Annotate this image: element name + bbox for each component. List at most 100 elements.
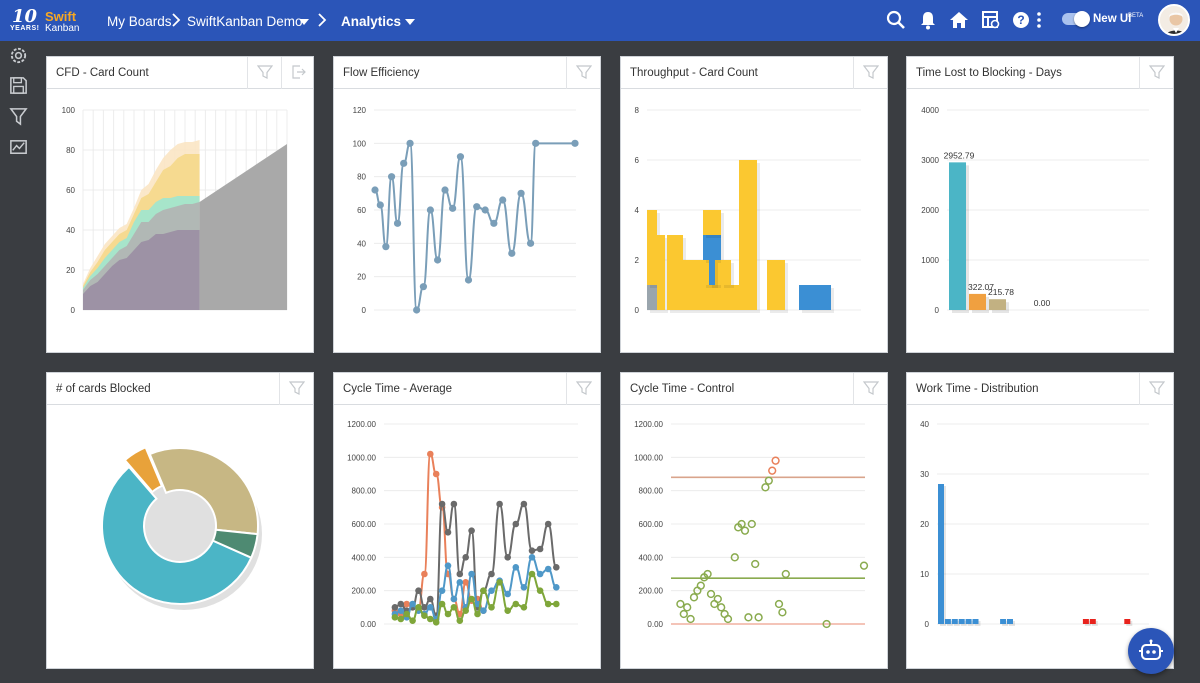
work-time-distribution-panel: Work Time - Distribution 0 10 20 30 40 (906, 372, 1174, 669)
view-dropdown-caret-icon[interactable] (405, 19, 415, 25)
donut-slice (148, 447, 259, 536)
cycle-average-point (438, 587, 446, 594)
panel-filter-button[interactable] (247, 57, 281, 89)
search-icon[interactable] (885, 9, 907, 31)
control-chart-point (696, 581, 705, 590)
cycle-average-point (462, 579, 469, 586)
cycle-average-point (397, 600, 405, 608)
flow-efficiency-chart[interactable]: 0 20 40 60 80 100 120 (334, 90, 600, 352)
breadcrumb-my-boards[interactable]: My Boards (107, 14, 172, 29)
cycle-average-point (468, 570, 475, 578)
donut-slice (101, 465, 253, 605)
cfd-panel: CFD - Card Count 0 20 40 60 80 100 (46, 56, 314, 353)
control-chart-point (703, 569, 712, 579)
y-tick-label: 1000.00 (347, 453, 376, 462)
cycle-average-point (444, 529, 452, 536)
logo-brand-top: Swift (45, 9, 77, 24)
flow-efficiency-point (499, 196, 507, 204)
panel-filter-button[interactable] (1139, 373, 1173, 405)
control-chart-point (761, 483, 770, 492)
control-chart-point (717, 603, 726, 612)
panel-filter-button[interactable] (566, 373, 600, 405)
y-tick-label: 0 (925, 620, 930, 629)
more-vert-icon[interactable] (1034, 9, 1044, 31)
beta-badge: BETA (1128, 13, 1144, 19)
throughput-panel: Throughput - Card Count 0 2 4 6 8 (620, 56, 888, 353)
export-icon (292, 65, 306, 79)
panel-header: # of cards Blocked (47, 373, 313, 405)
blocking-bar-value-label: 0.00 (1034, 298, 1051, 308)
chatbot-button[interactable] (1128, 628, 1174, 674)
cycle-average-point (468, 595, 475, 603)
panel-title: # of cards Blocked (56, 383, 151, 395)
panel-filter-button[interactable] (1139, 57, 1173, 89)
throughput-bar (703, 285, 721, 310)
cycle-average-point (504, 554, 511, 561)
work-time-distribution-chart[interactable]: 0 10 20 30 40 (907, 406, 1173, 668)
work-time-bar (958, 619, 965, 624)
new-ui-toggle[interactable] (1062, 11, 1090, 27)
cycle-average-point (536, 570, 544, 578)
panel-filter-button[interactable] (566, 57, 600, 89)
panel-export-button[interactable] (281, 57, 315, 89)
cycle-average-point (397, 615, 405, 623)
board-dropdown-caret-icon[interactable] (299, 19, 309, 25)
y-tick-label: 1200.00 (634, 420, 663, 429)
work-time-bar (951, 619, 958, 624)
flow-efficiency-point (413, 306, 421, 314)
cycle-average-point (427, 615, 434, 623)
panel-filter-button[interactable] (853, 373, 887, 405)
control-chart-point (723, 614, 733, 624)
y-tick-label: 600.00 (639, 520, 664, 529)
cycle-average-point (504, 607, 511, 614)
y-tick-label: 30 (920, 470, 929, 479)
throughput-bar (703, 235, 721, 260)
cfd-chart[interactable]: 0 20 40 60 80 100 (47, 90, 313, 352)
toggle-knob (1074, 11, 1090, 27)
avatar-image (1160, 6, 1188, 34)
cycle-average-point (544, 565, 552, 573)
save-icon[interactable] (8, 75, 29, 96)
user-avatar[interactable] (1158, 4, 1190, 36)
control-chart-point (744, 613, 753, 622)
flow-efficiency-point (419, 283, 428, 291)
cycle-average-point (450, 604, 458, 611)
y-tick-label: 120 (353, 106, 367, 115)
home-icon[interactable] (948, 9, 970, 31)
y-tick-label: 800.00 (352, 487, 377, 496)
cycle-average-point (512, 564, 520, 571)
cycle-average-point (536, 587, 544, 594)
filter-icon (257, 65, 273, 79)
swiftkanban-logo[interactable]: 10 YEARS! Swift Kanban (10, 6, 80, 36)
control-chart-point (683, 603, 692, 612)
panel-filter-button[interactable] (279, 373, 313, 405)
cycle-time-control-chart[interactable]: 0.00 200.00 400.00 600.00 800.00 1000.00 1200.… (621, 406, 887, 668)
panel-filter-button[interactable] (853, 57, 887, 89)
notifications-icon[interactable] (917, 9, 939, 31)
y-tick-label: 40 (920, 420, 929, 429)
throughput-chart[interactable]: 0 2 4 6 8 (621, 90, 887, 352)
cycle-average-point (544, 520, 552, 528)
y-tick-label: 3000 (921, 156, 939, 165)
y-tick-label: 800.00 (639, 487, 664, 496)
cycle-average-point (397, 607, 405, 614)
chart-icon[interactable] (8, 137, 29, 158)
cards-blocked-chart[interactable] (47, 406, 313, 668)
breadcrumb-board[interactable]: SwiftKanban Demo (187, 14, 303, 29)
board-settings-icon[interactable] (980, 9, 1002, 31)
cycle-average-point (444, 562, 452, 569)
control-chart-point (706, 589, 716, 599)
cycle-average-point (427, 595, 434, 603)
cycle-average-point (432, 619, 440, 626)
help-icon[interactable]: ? (1010, 9, 1032, 31)
y-tick-label: 1000 (921, 256, 939, 265)
control-chart-point (730, 553, 739, 562)
settings-gear-icon[interactable] (8, 45, 29, 66)
y-tick-label: 0 (71, 306, 76, 315)
panel-title: Flow Efficiency (343, 67, 420, 79)
cycle-time-average-chart[interactable]: 0.00 200.00 400.00 600.00 800.00 1000.00 1200.… (334, 406, 600, 668)
breadcrumb-view[interactable]: Analytics (341, 14, 402, 29)
filter-icon[interactable] (8, 106, 29, 127)
cycle-average-point (496, 500, 503, 508)
